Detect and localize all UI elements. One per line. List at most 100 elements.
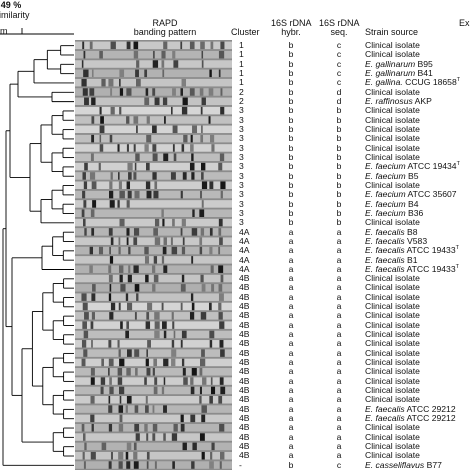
hybr-cell: b [288,179,294,190]
hybr-cell: b [288,49,294,60]
strain-id: ATCC 29212 [404,413,456,424]
cluster-cell: 4B [239,310,250,321]
hybr-header: 16S rDNA hybr. [271,19,312,37]
hybr-cell: a [288,273,294,284]
gel-lane [75,134,232,143]
gel-lane [75,181,232,190]
hybr-cell: a [288,338,294,349]
cluster-cell: 4B [239,357,250,368]
hybr-cell: a [288,357,294,368]
hybr-cell: b [288,207,294,218]
strain-id: ATCC 29212 [404,403,456,414]
right-clipped-header: Ex [459,18,470,28]
strain-source-cell: Clinical isolate [365,282,420,292]
hybr-cell: b [288,170,294,181]
gel-lane [75,340,232,348]
seq-cell: c [336,77,342,88]
hybr-cell: b [288,58,294,69]
gel-lane [75,88,232,96]
gel-lane [75,274,232,283]
strain-source-cell: Clinical isolate [365,49,420,59]
gel-lane [75,172,232,180]
hybr-cell: a [288,245,294,256]
hybr-cell: a [288,431,294,442]
hybr-cell: a [288,347,294,358]
strain-source-cell: E. gallinarum B95 [365,59,433,69]
cluster-cell: 3 [239,114,244,125]
strain-id: B1 [404,254,418,265]
gel-lane [75,97,232,106]
strain-source-cell: Clinical isolate [365,422,420,432]
cluster-cell: 2 [239,95,244,106]
gel-lane [75,209,232,217]
strain-source-header: Strain source [365,27,419,37]
seq-cell: a [336,450,342,461]
gel-lane [75,395,232,404]
strain-id: Clinical isolate [365,86,420,97]
strain-source-cell: Clinical isolate [365,143,420,153]
hybr-cell: a [288,310,294,321]
strain-source-cell: E. faecalis ATCC 19433T [365,264,459,274]
cluster-cell: 4B [239,319,250,330]
seq-cell: b [336,170,342,181]
seq-cell: c [336,58,342,69]
cluster-cell: 4B [239,385,250,396]
cluster-cell: 4B [239,403,250,414]
cluster-cell: 3 [239,105,244,116]
hybr-cell: a [288,413,294,424]
strain-id: Clinical isolate [365,385,420,396]
strain-source-cell: E. faecium ATCC 19434T [365,161,460,171]
strain-source-cell: Clinical isolate [365,329,420,339]
gel-lane [75,405,232,413]
gel-lane [75,414,232,423]
cluster-cell: 4B [239,375,250,386]
hybr-cell: b [288,40,294,50]
strain-source-cell: E. faecalis B1 [365,255,418,265]
seq-cell: a [336,422,342,433]
strain-id: Clinical isolate [365,217,420,228]
type-strain-mark: T [456,161,460,168]
strain-id: ATCC 35607 [405,189,457,200]
cluster-cell: 3 [239,161,244,172]
species-name: E. faecalis [365,254,405,265]
strain-id: B95 [415,58,433,69]
species-name: E. faecalis [365,403,405,414]
gel-lane [75,349,232,357]
strain-id: Clinical isolate [365,179,420,190]
cluster-cell: 4B [239,301,250,312]
cluster-cell: 3 [239,133,244,144]
strain-id: B77 [424,459,442,470]
seq-cell: a [336,394,342,405]
strain-source-cell: E. faecalis B8 [365,227,418,237]
hybr-header-line2: hybr. [281,27,301,37]
strain-id: B4 [405,198,419,209]
cluster-cell: 4B [239,450,250,461]
gel-lane [75,200,232,208]
gel-lane [75,433,232,441]
hybr-cell: a [288,282,294,293]
gel-lane [75,237,232,245]
seq-header-line1: 16S rDNA [319,18,360,28]
strain-id: Clinical isolate [365,291,420,302]
gel-lane [75,358,232,367]
strain-id: Clinical isolate [365,301,420,312]
strain-id: Clinical isolate [365,347,420,358]
species-name: E. faecalis [365,235,405,246]
seq-cell: b [336,123,342,134]
hybr-cell: a [288,226,294,237]
strain-id: Clinical isolate [365,375,420,386]
strain-source-cell: Clinical isolate [365,338,420,348]
strain-source-cell: Clinical isolate [365,105,420,115]
seq-cell: a [336,273,342,284]
cluster-cell: 4B [239,431,250,442]
seq-cell: c [336,459,342,470]
hybr-cell: b [288,67,294,78]
strain-id: Clinical isolate [365,133,420,144]
cluster-cell: 4B [239,441,250,452]
gel-lane [75,246,232,255]
species-name: E. casseliflavus [365,459,425,470]
strain-id: Clinical isolate [365,49,420,60]
hybr-cell: a [288,319,294,330]
rapd-header-line2: banding pattern [133,27,197,37]
hybr-cell: b [288,105,294,116]
